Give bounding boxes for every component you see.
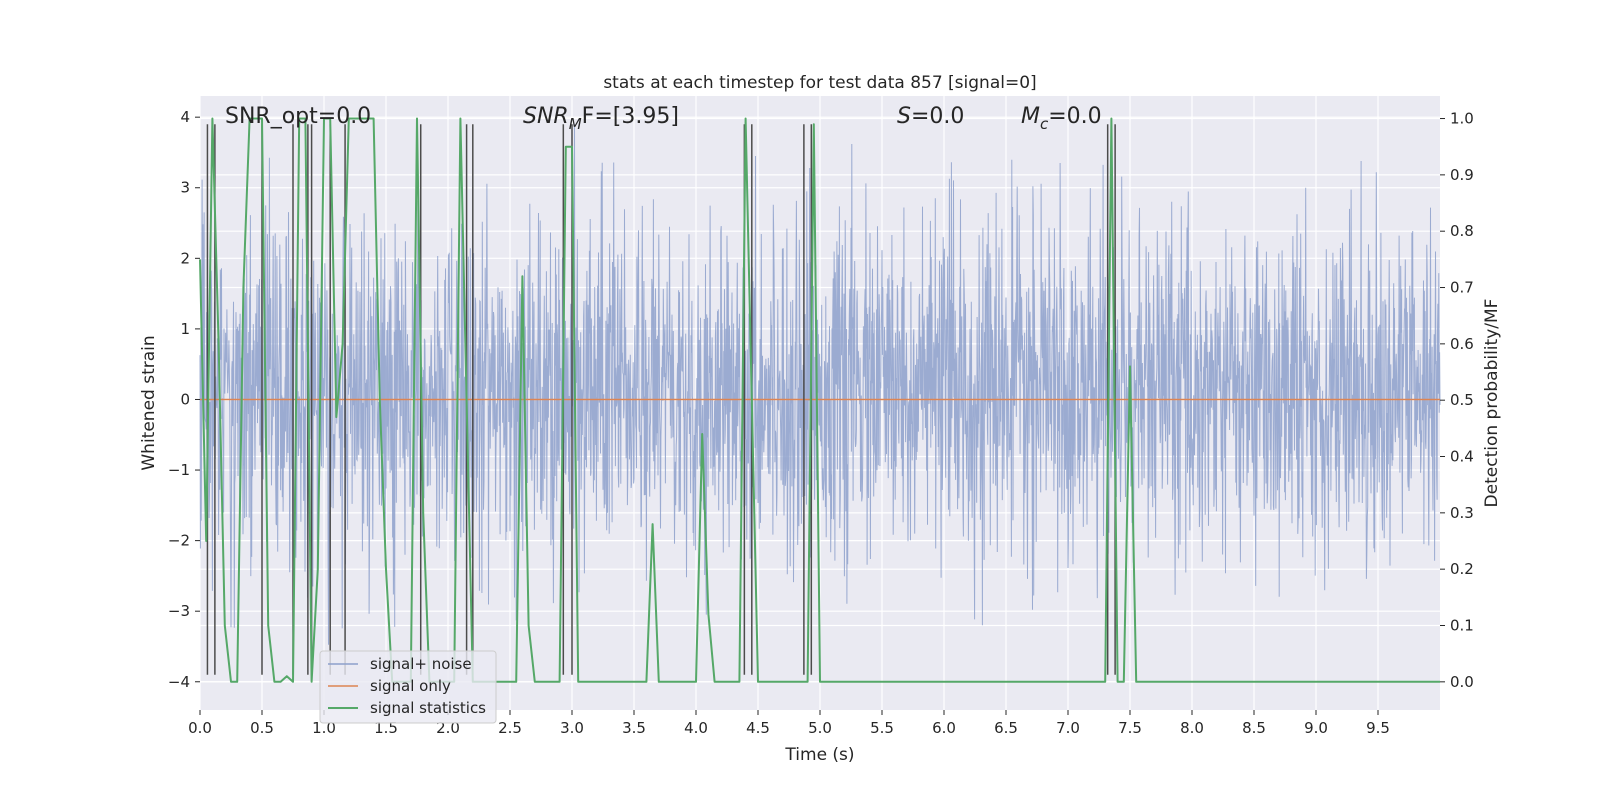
left-y-axis-ticks: 4 3 2 1 0 −1 −2 −3 −4 [168, 108, 200, 691]
yl-tick-label-7: −3 [168, 602, 190, 620]
yr-tick-label-7: 0.3 [1450, 504, 1474, 522]
noise-line [199, 124, 1441, 645]
statistics-line [199, 117, 1440, 683]
yr-tick-label-8: 0.2 [1450, 560, 1474, 578]
x-tick-label-11: 5.5 [870, 719, 894, 737]
yr-tick-label-5: 0.5 [1450, 391, 1474, 409]
yr-tick-label-10: 0.0 [1450, 673, 1474, 691]
annotation-mc-var: M [1021, 104, 1040, 129]
yl-tick-label-6: −2 [168, 532, 190, 550]
x-tick-label-15: 7.5 [1118, 719, 1142, 737]
yl-tick-label-0: 4 [180, 108, 190, 126]
yr-tick-label-1: 0.9 [1450, 166, 1474, 184]
annotation-s-rest: =0.0 [911, 104, 964, 129]
noise-series [199, 124, 1441, 645]
yl-tick-label-5: −1 [168, 461, 190, 479]
x-tick-label-13: 6.5 [994, 719, 1018, 737]
annotation-mc: Mc=0.0 [1021, 104, 1102, 133]
legend-label-signal-only: signal only [370, 677, 451, 695]
x-tick-label-1: 0.5 [250, 719, 274, 737]
x-tick-label-14: 7.0 [1056, 719, 1080, 737]
x-tick-label-5: 2.5 [498, 719, 522, 737]
statistics-series [199, 117, 1440, 683]
yr-tick-label-9: 0.1 [1450, 617, 1474, 635]
x-tick-label-17: 8.5 [1242, 719, 1266, 737]
annotation-snr-mf-rest: F=[3.95] [582, 104, 679, 129]
yr-tick-label-4: 0.6 [1450, 335, 1474, 353]
x-tick-label-18: 9.0 [1304, 719, 1328, 737]
yl-tick-label-1: 3 [180, 179, 190, 197]
x-tick-label-0: 0.0 [188, 719, 212, 737]
chart-title: stats at each timestep for test data 857… [603, 73, 1036, 93]
yr-tick-label-2: 0.8 [1450, 222, 1474, 240]
annotations: SNR_opt=0.0 SNRMF=[3.95] S=0.0 Mc=0.0 [225, 104, 1102, 133]
yr-tick-label-3: 0.7 [1450, 279, 1474, 297]
x-tick-label-10: 5.0 [808, 719, 832, 737]
annotation-snr-opt: SNR_opt=0.0 [225, 104, 371, 129]
legend-box [319, 650, 497, 724]
yl-tick-label-2: 2 [180, 249, 190, 267]
yr-tick-label-6: 0.4 [1450, 448, 1474, 466]
annotation-snr-mf-sub: M [569, 115, 582, 133]
x-tick-label-8: 4.0 [684, 719, 708, 737]
legend: signal+ noise signal only signal statist… [319, 650, 497, 724]
mf-trigger-lines [206, 124, 1116, 675]
x-tick-label-16: 8.0 [1180, 719, 1204, 737]
yr-tick-label-0: 1.0 [1450, 110, 1474, 128]
annotation-s: S=0.0 [897, 104, 964, 129]
x-tick-label-9: 4.5 [746, 719, 770, 737]
yl-tick-label-4: 0 [180, 390, 190, 408]
x-tick-label-6: 3.0 [560, 719, 584, 737]
annotation-snr-mf-base: SNR [523, 104, 569, 129]
yl-tick-label-3: 1 [180, 320, 190, 338]
annotation-snr-mf: SNRMF=[3.95] [523, 104, 679, 133]
x-axis-ticks: 0.0 0.5 1.0 1.5 2.0 2.5 3.0 3.5 4.0 4.5 5.0 5.5 6.0 6… [188, 710, 1390, 737]
x-axis-label: Time (s) [784, 745, 854, 765]
x-tick-label-19: 9.5 [1366, 719, 1390, 737]
x-tick-label-12: 6.0 [932, 719, 956, 737]
right-y-axis-label: Detection probability/MF [1482, 299, 1502, 508]
annotation-mc-sub: c [1040, 115, 1049, 133]
annotation-mc-rest: =0.0 [1048, 104, 1101, 129]
annotation-s-var: S [897, 104, 911, 129]
yl-tick-label-8: −4 [168, 673, 190, 691]
right-y-axis-ticks: 1.0 0.9 0.8 0.7 0.6 0.5 0.4 0.3 0.2 0.1 0.0 [1440, 110, 1474, 691]
x-tick-label-7: 3.5 [622, 719, 646, 737]
legend-label-statistics: signal statistics [370, 699, 486, 717]
legend-label-noise: signal+ noise [370, 655, 472, 673]
left-y-axis-label: Whitened strain [139, 335, 159, 470]
